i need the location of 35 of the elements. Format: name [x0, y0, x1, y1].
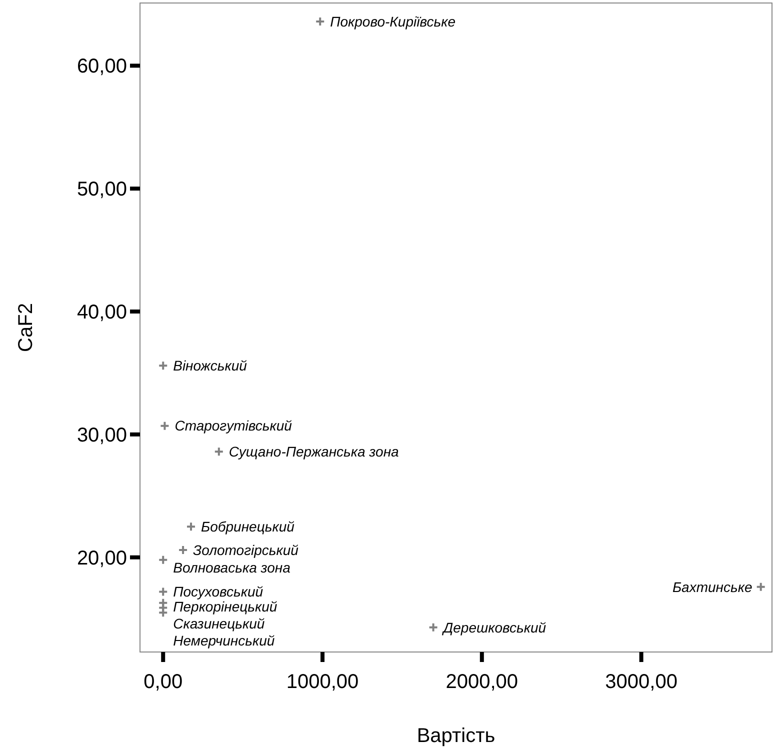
y-tick-label: 60,00	[76, 56, 127, 78]
annotation: Покрово-Киріївське	[330, 13, 456, 30]
annotation: Перкорінецький	[173, 598, 278, 615]
annotation: Віножський	[173, 358, 248, 374]
annotation: Сказинецький	[173, 616, 265, 632]
point	[178, 544, 188, 555]
point	[158, 586, 168, 597]
point	[158, 608, 168, 618]
annotation: Немерчинський	[173, 632, 275, 649]
point	[756, 582, 766, 592]
point	[214, 446, 224, 457]
x-tick-label: 3000,00	[605, 671, 678, 693]
y-tick-label: 40,00	[76, 302, 127, 324]
annotation: Волноваська зона	[173, 560, 291, 576]
point	[428, 622, 438, 632]
x-axis-title: Вартість	[416, 725, 496, 747]
y-tick-label: 20,00	[76, 547, 127, 570]
x-tick-label: 1000,00	[286, 671, 359, 693]
y-tick-label: 50,00	[76, 178, 127, 201]
annotation: Бобринецький	[201, 518, 295, 535]
point	[158, 360, 168, 371]
point	[315, 16, 326, 26]
y-tick-label: 30,00	[76, 424, 127, 446]
point	[158, 554, 168, 565]
annotation: Дерешковський	[441, 619, 546, 636]
point	[186, 522, 196, 532]
annotation: Золотогірський	[193, 542, 299, 558]
annotation: Старогутівський	[174, 418, 292, 434]
annotation: Бахтинське	[672, 578, 752, 595]
x-tick-label: 0,00	[144, 671, 183, 693]
x-tick-label: 2000,00	[446, 671, 518, 693]
annotation: Сущано-Пержанська зона	[228, 444, 400, 460]
annotation: Посуховський	[173, 584, 264, 600]
y-axis-title: CaF2	[15, 303, 37, 352]
point	[160, 420, 170, 431]
